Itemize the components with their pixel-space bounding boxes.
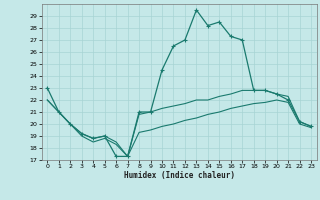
X-axis label: Humidex (Indice chaleur): Humidex (Indice chaleur) — [124, 171, 235, 180]
